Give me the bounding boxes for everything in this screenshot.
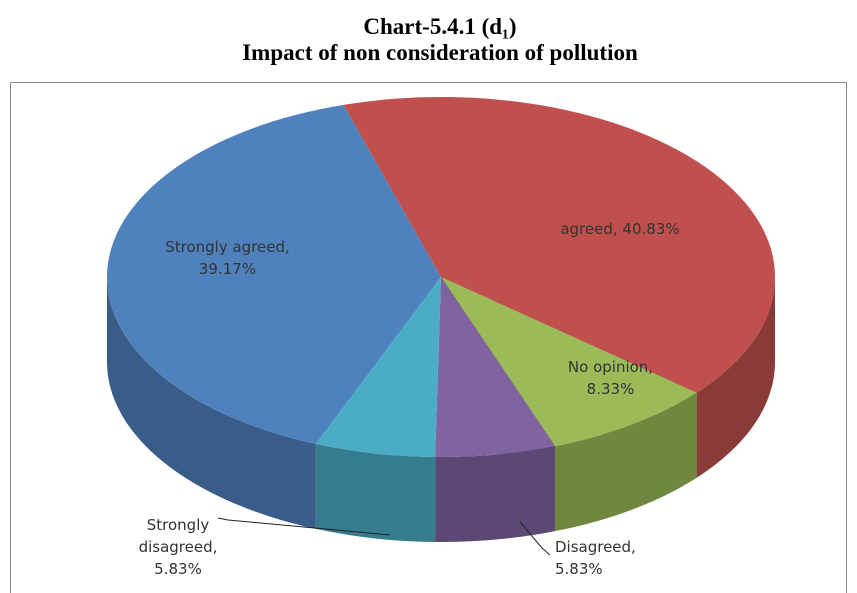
chart-frame [10, 82, 847, 593]
chart-subtitle: Impact of non consideration of pollution [242, 40, 638, 65]
leader-line [519, 521, 551, 556]
data-label: No opinion, 8.33% [567, 358, 654, 398]
pie-slice-side [696, 277, 775, 478]
pie-slice [106, 104, 441, 444]
pie-slice-side [315, 443, 436, 542]
data-label: agreed, 40.83% [560, 220, 680, 238]
pie-slice-side [555, 392, 697, 532]
pie-slice [315, 277, 441, 457]
pie-slice [435, 277, 556, 457]
pie-slice [441, 277, 697, 447]
pie [106, 97, 775, 542]
data-label: Strongly disagreed, 5.83% [138, 516, 218, 578]
data-label: Strongly agreed, 39.17% [165, 238, 290, 278]
pie-slice [343, 97, 775, 393]
leader-line [217, 517, 391, 536]
pie-slice-side [107, 277, 316, 529]
data-label: Disagreed, 5.83% [555, 538, 636, 578]
chart-title: Chart-5.4.1 (d₁) [363, 14, 517, 39]
pie-slice-side [435, 446, 556, 542]
